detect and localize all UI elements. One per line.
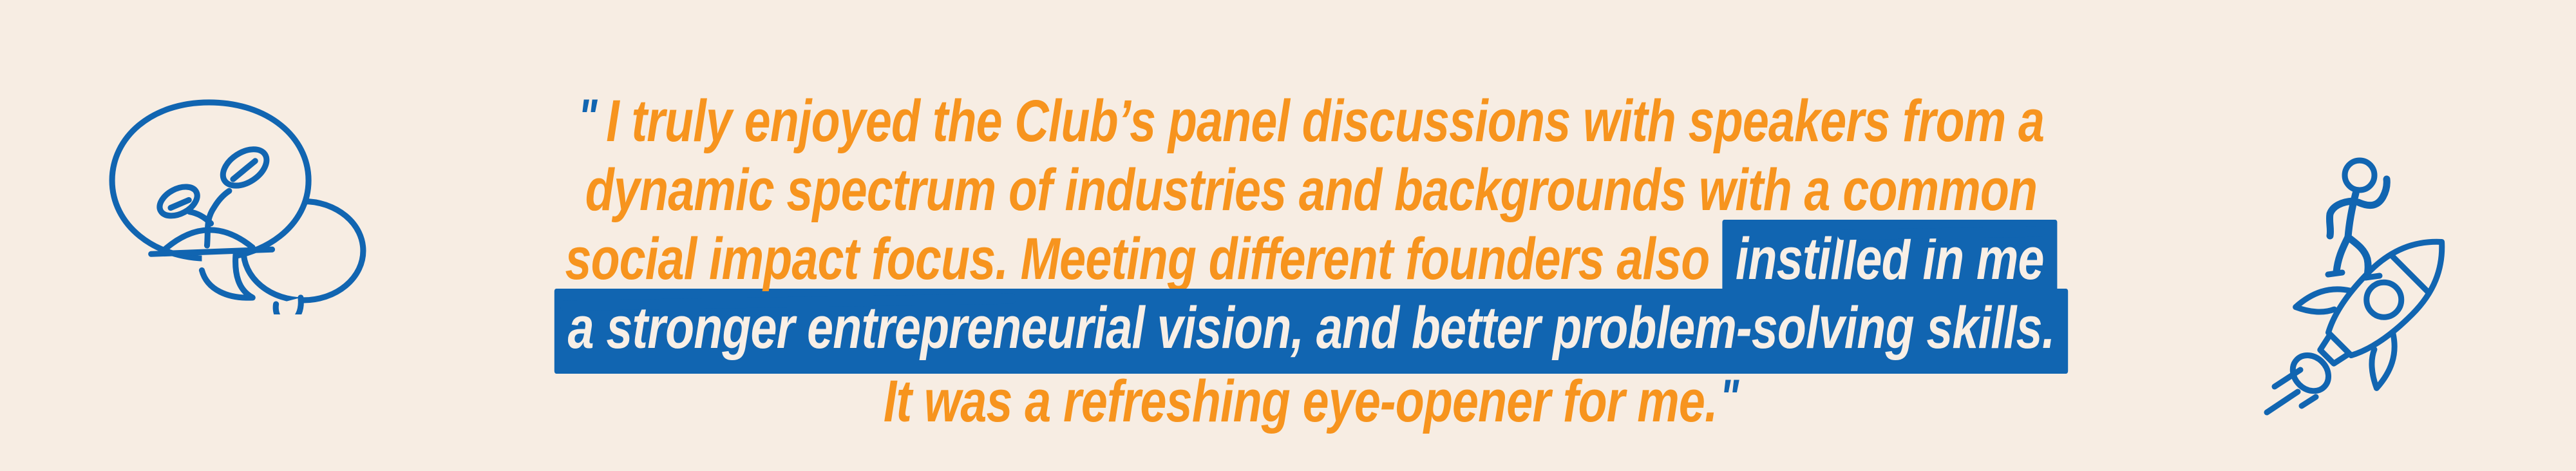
close-quote-mark: " bbox=[1719, 368, 1739, 425]
speech-bubbles-sprout-icon bbox=[108, 95, 368, 314]
person-riding-rocket-icon bbox=[2262, 147, 2477, 430]
quote-line3-text: Meeting different founders also bbox=[1008, 226, 1723, 292]
quote-line-1: " I truly enjoyed the Club’s panel discus… bbox=[384, 82, 2239, 156]
quote-underlined-social-impact: social impact focus. bbox=[565, 226, 1009, 292]
quote-line1-text: I truly enjoyed the Club’s panel discuss… bbox=[606, 88, 2045, 154]
quote-line5-text: It was a refreshing eye-opener for me. bbox=[883, 368, 1718, 434]
open-quote-mark: " bbox=[578, 88, 598, 145]
testimonial-quote: " I truly enjoyed the Club’s panel discus… bbox=[384, 82, 2239, 436]
quote-line-5: It was a refreshing eye-opener for me." bbox=[384, 363, 2239, 436]
quote-line2-text: dynamic spectrum of industries and backg… bbox=[585, 157, 1843, 223]
quote-line-2: dynamic spectrum of industries and backg… bbox=[384, 156, 2239, 225]
quote-underlined-common: common bbox=[1842, 157, 2038, 223]
